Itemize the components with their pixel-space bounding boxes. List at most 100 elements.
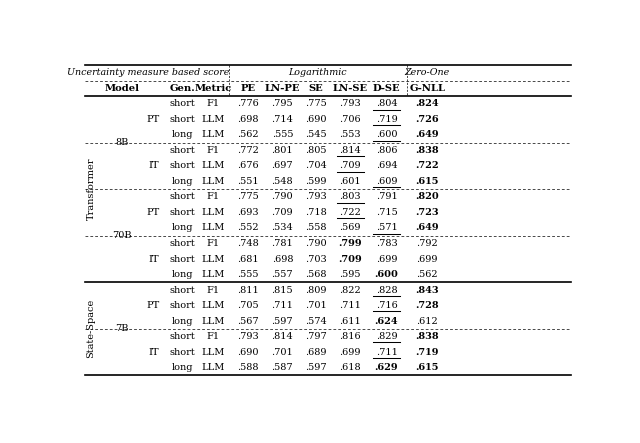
Text: .790: .790 [305,239,326,248]
Text: .719: .719 [376,115,397,124]
Text: long: long [172,270,193,279]
Text: .553: .553 [339,130,361,140]
Text: State-Space: State-Space [86,299,95,358]
Text: .548: .548 [271,177,293,186]
Text: .728: .728 [415,301,439,310]
Text: .709: .709 [271,208,293,217]
Text: F1: F1 [206,192,220,202]
Text: .597: .597 [271,317,293,326]
Text: .555: .555 [271,130,293,140]
Text: .698: .698 [237,115,259,124]
Text: Transformer: Transformer [86,158,95,221]
Text: Logarithmic: Logarithmic [288,68,346,78]
Text: .562: .562 [417,270,438,279]
Text: .595: .595 [340,270,361,279]
Text: LLM: LLM [201,115,225,124]
Text: .795: .795 [271,99,293,109]
Text: .534: .534 [271,223,293,233]
Text: IT: IT [148,255,159,264]
Text: .624: .624 [374,317,398,326]
Text: .649: .649 [415,130,439,140]
Text: .726: .726 [415,115,439,124]
Text: .587: .587 [271,363,293,372]
Text: .816: .816 [339,332,361,341]
Text: .793: .793 [305,192,326,202]
Text: .588: .588 [237,363,259,372]
Text: short: short [170,192,196,202]
Text: .722: .722 [339,208,361,217]
Text: .838: .838 [415,332,439,341]
Text: .814: .814 [339,146,361,155]
Text: .716: .716 [376,301,397,310]
Text: .815: .815 [271,286,293,295]
Text: .799: .799 [339,239,362,248]
Text: .557: .557 [271,270,293,279]
Text: short: short [170,161,196,171]
Text: .615: .615 [415,177,439,186]
Text: .709: .709 [339,161,361,171]
Text: .806: .806 [376,146,397,155]
Text: .611: .611 [339,317,361,326]
Text: Uncertainty measure based score: Uncertainty measure based score [67,68,229,78]
Text: .797: .797 [305,332,326,341]
Text: short: short [170,301,196,310]
Text: .811: .811 [237,286,259,295]
Text: LLM: LLM [201,270,225,279]
Text: .706: .706 [339,115,361,124]
Text: .775: .775 [305,99,326,109]
Text: .711: .711 [376,348,397,357]
Text: Metric: Metric [195,84,232,93]
Text: PT: PT [147,208,160,217]
Text: F1: F1 [206,332,220,341]
Text: SE: SE [308,84,323,93]
Text: .676: .676 [237,161,259,171]
Text: short: short [170,146,196,155]
Text: .843: .843 [415,286,439,295]
Text: .829: .829 [376,332,397,341]
Text: .701: .701 [271,348,293,357]
Text: .601: .601 [339,177,361,186]
Text: LLM: LLM [201,208,225,217]
Text: .791: .791 [376,192,397,202]
Text: .681: .681 [237,255,259,264]
Text: .772: .772 [237,146,259,155]
Text: LLM: LLM [201,301,225,310]
Text: .693: .693 [237,208,259,217]
Text: .612: .612 [417,317,438,326]
Text: .649: .649 [415,223,439,233]
Text: .723: .723 [415,208,439,217]
Text: LLM: LLM [201,348,225,357]
Text: .629: .629 [374,363,398,372]
Text: PE: PE [240,84,255,93]
Text: short: short [170,208,196,217]
Text: .820: .820 [415,192,439,202]
Text: Gen.: Gen. [170,84,196,93]
Text: .555: .555 [237,270,259,279]
Text: .600: .600 [374,270,399,279]
Text: long: long [172,130,193,140]
Text: .551: .551 [237,177,259,186]
Text: .838: .838 [415,146,439,155]
Text: .824: .824 [415,99,439,109]
Text: short: short [170,99,196,109]
Text: .562: .562 [237,130,259,140]
Text: .803: .803 [339,192,361,202]
Text: .690: .690 [237,348,259,357]
Text: .597: .597 [305,363,326,372]
Text: .558: .558 [305,223,326,233]
Text: short: short [170,255,196,264]
Text: LLM: LLM [201,223,225,233]
Text: LN-SE: LN-SE [333,84,368,93]
Text: .719: .719 [415,348,439,357]
Text: .574: .574 [305,317,326,326]
Text: short: short [170,348,196,357]
Text: .714: .714 [271,115,293,124]
Text: .552: .552 [237,223,259,233]
Text: .705: .705 [237,301,259,310]
Text: .599: .599 [305,177,326,186]
Text: IT: IT [148,348,159,357]
Text: .545: .545 [305,130,326,140]
Text: .783: .783 [376,239,397,248]
Text: .704: .704 [305,161,326,171]
Text: .571: .571 [376,223,397,233]
